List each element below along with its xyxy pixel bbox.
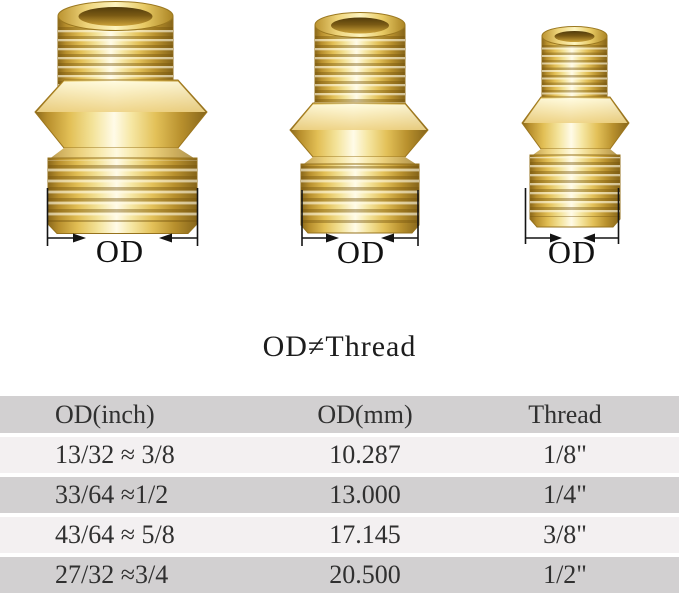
cell-od-mm: 17.145 — [329, 520, 401, 549]
col-header-od-mm: OD(mm) — [317, 399, 413, 429]
spec-table: OD(inch) OD(mm) Thread 13/32 ≈ 3/8 10.28… — [0, 396, 679, 595]
fitting-small — [521, 26, 630, 228]
fitting-large — [34, 1, 208, 234]
od-label: OD — [96, 233, 144, 269]
arrow-left-icon — [583, 233, 595, 243]
od-label: OD — [548, 234, 596, 270]
cell-od-inch: 33/64 ≈1/2 — [55, 480, 169, 509]
arrow-left-icon — [159, 233, 172, 243]
cell-od-inch: 13/32 ≈ 3/8 — [55, 440, 175, 469]
table-row: 43/64 ≈ 5/8 17.145 3/8" — [0, 517, 679, 553]
table-row: 27/32 ≈3/4 20.500 1/2" — [0, 557, 679, 593]
table-header-row: OD(inch) OD(mm) Thread — [0, 396, 679, 433]
cell-od-mm: 13.000 — [329, 480, 401, 509]
arrow-right-icon — [550, 233, 562, 243]
od-dimension-medium: OD — [301, 190, 419, 270]
cell-od-mm: 20.500 — [329, 560, 401, 589]
arrow-right-icon — [326, 233, 339, 243]
od-dimension-small: OD — [524, 188, 620, 270]
cell-thread: 3/8" — [543, 520, 587, 549]
product-photo-area: OD OD — [34, 1, 630, 270]
cell-od-inch: 43/64 ≈ 5/8 — [55, 520, 175, 549]
od-label: OD — [337, 234, 385, 270]
col-header-thread: Thread — [528, 399, 602, 429]
col-header-od-inch: OD(inch) — [55, 399, 155, 429]
od-not-equal-thread-note: OD≠Thread — [262, 330, 417, 363]
cell-thread: 1/4" — [543, 480, 587, 509]
arrow-left-icon — [381, 233, 394, 243]
table-row: 33/64 ≈1/2 13.000 1/4" — [0, 477, 679, 513]
cell-thread: 1/2" — [543, 560, 587, 589]
cell-od-inch: 27/32 ≈3/4 — [55, 560, 169, 589]
cell-od-mm: 10.287 — [329, 440, 401, 469]
table-row: 13/32 ≈ 3/8 10.287 1/8" — [0, 437, 679, 473]
od-dimension-large: OD — [46, 188, 199, 269]
cell-thread: 1/8" — [543, 440, 587, 469]
fitting-medium — [289, 12, 429, 234]
arrow-right-icon — [73, 233, 86, 243]
